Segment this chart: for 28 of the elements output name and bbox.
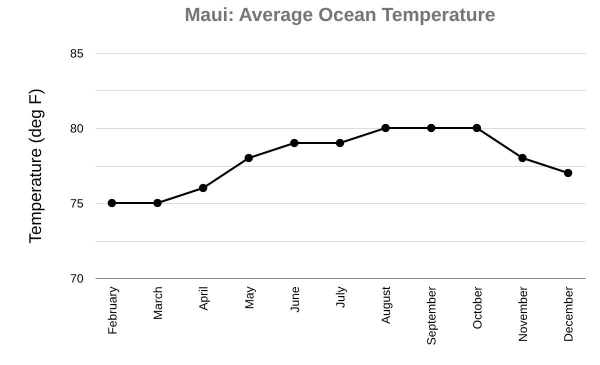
point xyxy=(153,198,162,208)
point xyxy=(198,184,208,192)
point xyxy=(108,198,116,208)
x-tick-label: October xyxy=(470,286,484,330)
point xyxy=(381,124,390,132)
x-tick-label: February xyxy=(105,286,120,335)
x-tick-label: July xyxy=(334,286,348,308)
x-tick-label: March xyxy=(151,286,166,320)
point xyxy=(564,168,572,178)
y-tick-label: 85 xyxy=(70,46,84,60)
point xyxy=(336,138,344,148)
y-tick-label: 80 xyxy=(70,122,84,136)
point xyxy=(472,124,482,132)
x-tick-label: September xyxy=(424,286,439,346)
y-tick-label: 75 xyxy=(70,196,84,210)
y-tick-label: 70 xyxy=(70,272,84,286)
point xyxy=(290,138,299,148)
x-tick-label: August xyxy=(379,286,394,324)
point xyxy=(244,154,253,162)
x-tick-label: December xyxy=(562,286,576,342)
x-tick-label: May xyxy=(242,286,256,310)
chart-title: Maui: Average Ocean Temperature xyxy=(184,5,496,26)
point xyxy=(518,154,527,162)
x-tick-label: November xyxy=(516,286,530,342)
point xyxy=(427,124,436,132)
y-axis-title: Temperature (deg F) xyxy=(26,88,46,244)
x-tick-label: April xyxy=(196,286,211,311)
x-tick-label: June xyxy=(288,286,302,313)
